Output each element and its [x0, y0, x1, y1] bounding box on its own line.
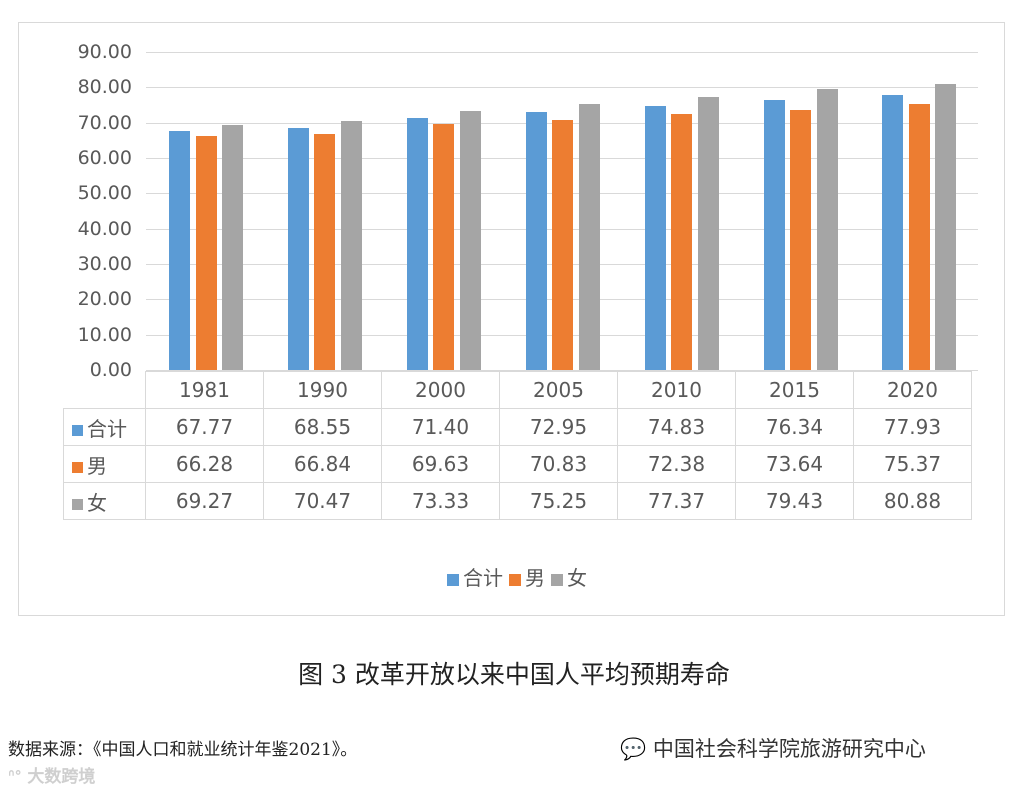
- table-cell: 73.64: [735, 445, 854, 483]
- table-cell: 69.27: [145, 482, 264, 520]
- series-label: 男: [63, 445, 146, 483]
- category-label: 1990: [263, 371, 382, 409]
- y-tick-label: 70.00: [77, 111, 132, 134]
- data-source-note: 数据来源：《中国人口和就业统计年鉴2021》。: [8, 740, 358, 760]
- bar-2000-1: [433, 123, 455, 370]
- legend-label: 女: [567, 566, 587, 590]
- bar-2020-1: [908, 103, 930, 370]
- corner-watermark-text: 大数跨境: [27, 767, 96, 787]
- chart-frame: [18, 22, 1005, 616]
- wechat-icon: 💬: [620, 737, 647, 761]
- wechat-watermark: 💬 中国社会科学院旅游研究中心: [620, 733, 926, 763]
- bar-2005-1: [552, 119, 574, 370]
- legend-swatch-icon: [551, 573, 563, 586]
- legend-swatch-icon: [72, 424, 83, 436]
- legend-label: 合计: [463, 566, 503, 590]
- table-row: 男 66.28 66.84 69.63 70.83 72.38 73.64 75.37: [63, 445, 972, 483]
- bar-2015-0: [763, 100, 785, 370]
- category-label: 2020: [853, 371, 972, 409]
- y-tick-label: 80.00: [77, 76, 132, 99]
- y-tick-label: 20.00: [77, 288, 132, 311]
- category-label: 2010: [617, 371, 736, 409]
- table-cell: 72.95: [499, 408, 618, 446]
- bar-2010-2: [697, 96, 719, 370]
- bar-1990-2: [340, 121, 362, 370]
- table-cell: 66.84: [263, 445, 382, 483]
- bar-2015-2: [816, 89, 838, 370]
- y-tick-label: 10.00: [77, 323, 132, 346]
- bar-1981-1: [195, 135, 217, 370]
- table-cell: 70.47: [263, 482, 382, 520]
- legend-swatch-icon: [447, 573, 459, 586]
- legend-swatch-icon: [72, 498, 83, 510]
- bar-2010-1: [671, 114, 693, 370]
- wechat-account-name: 中国社会科学院旅游研究中心: [652, 737, 926, 761]
- legend-swatch-icon: [72, 461, 83, 473]
- chart-legend: 合计男女: [0, 562, 1028, 591]
- data-table: 1981 1990 2000 2005 2010 2015 2020 合计 67.77 68.55…: [63, 371, 972, 520]
- table-cell: 76.34: [735, 408, 854, 446]
- y-tick-label: 50.00: [77, 182, 132, 205]
- figure-caption: 图 3 改革开放以来中国人平均预期寿命: [298, 660, 730, 689]
- bar-1981-0: [169, 130, 190, 370]
- bar-2005-2: [578, 104, 600, 370]
- bar-2020-2: [935, 84, 957, 370]
- series-label: 女: [63, 482, 146, 520]
- table-cell: 73.33: [381, 482, 500, 520]
- table-cell: 79.43: [735, 482, 854, 520]
- category-label: 2015: [735, 371, 854, 409]
- table-cell: 77.37: [617, 482, 736, 520]
- bar-2010-0: [644, 105, 666, 370]
- category-label: 2000: [381, 371, 500, 409]
- y-tick-label: 60.00: [77, 147, 132, 169]
- table-cell: 77.93: [853, 408, 972, 446]
- table-cell: 72.38: [617, 445, 736, 483]
- table-cell: 68.55: [263, 408, 382, 446]
- y-tick-label: 90.00: [77, 41, 132, 63]
- table-cell: 74.83: [617, 408, 736, 446]
- table-cell: 66.28: [145, 445, 264, 483]
- gridline: [146, 87, 978, 89]
- bar-2000-0: [406, 117, 428, 370]
- y-tick-label: 30.00: [77, 253, 132, 275]
- y-tick-label: 0.00: [89, 359, 132, 381]
- bar-1990-0: [287, 127, 309, 370]
- logo-icon: ᐢᐤ: [8, 767, 22, 787]
- table-cell: 69.63: [381, 445, 500, 483]
- table-cell: 71.40: [381, 408, 500, 446]
- table-cell: 70.83: [499, 445, 618, 483]
- legend-label: 男: [525, 566, 545, 590]
- y-tick-label: 40.00: [77, 217, 132, 240]
- table-row: 女 69.27 70.47 73.33 75.25 77.37 79.43 80.88: [63, 482, 972, 520]
- table-cell: 75.37: [853, 445, 972, 483]
- table-row: 合计 67.77 68.55 71.40 72.95 74.83 76.34 77.93: [63, 408, 972, 446]
- series-label: 合计: [63, 408, 146, 446]
- category-label: 2005: [499, 371, 618, 409]
- bar-1981-2: [222, 125, 243, 370]
- bar-2020-0: [882, 94, 904, 370]
- corner-watermark: ᐢᐤ 大数跨境: [8, 762, 95, 787]
- gridline: [146, 52, 978, 53]
- bar-2000-2: [459, 110, 481, 370]
- category-label: 1981: [145, 371, 264, 409]
- bar-2005-0: [525, 112, 547, 370]
- table-header-row: 1981 1990 2000 2005 2010 2015 2020: [64, 371, 972, 409]
- gridline: [146, 370, 978, 371]
- legend-swatch-icon: [509, 573, 521, 586]
- table-cell: 75.25: [499, 482, 618, 520]
- table-cell: 80.88: [853, 482, 972, 520]
- table-cell: 67.77: [145, 408, 264, 446]
- bar-2015-1: [790, 109, 811, 370]
- bar-1990-1: [314, 133, 336, 370]
